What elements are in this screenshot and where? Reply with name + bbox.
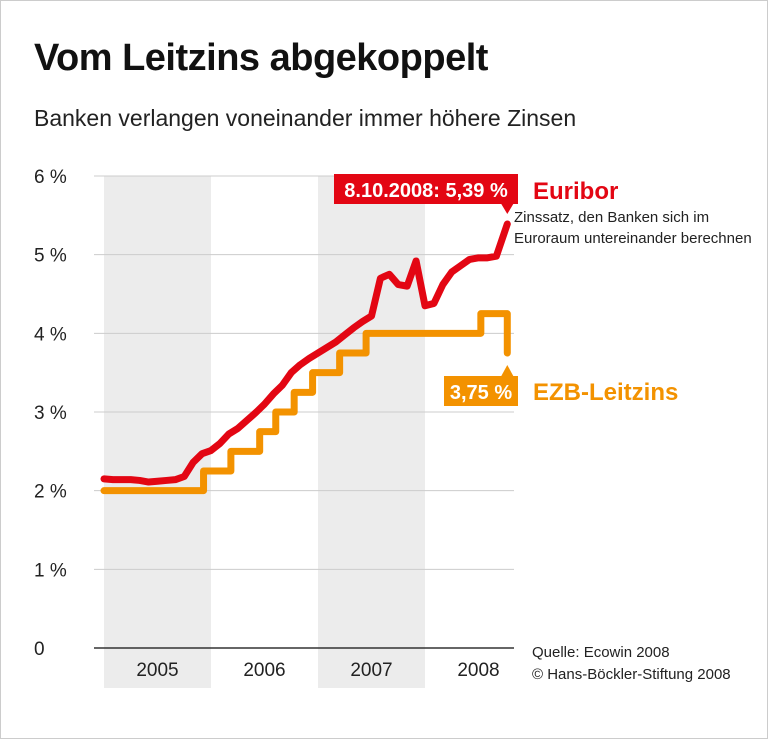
y-tick-label: 0 — [34, 639, 45, 660]
euribor-pointer — [501, 204, 514, 214]
y-tick-label: 6 % — [34, 167, 67, 188]
copyright-note: © Hans-Böckler-Stiftung 2008 — [532, 666, 731, 683]
ezb-value-label: 3,75 % — [450, 382, 512, 404]
euribor-description: Zinssatz, den Banken sich im Euroraum un… — [514, 209, 752, 247]
y-tick-label: 4 % — [34, 324, 67, 345]
euribor-value-label: 8.10.2008: 5,39 % — [344, 180, 508, 202]
y-tick-label: 3 % — [34, 403, 67, 424]
chart-title: Vom Leitzins abgekoppelt — [34, 37, 488, 79]
y-tick-label: 1 % — [34, 560, 67, 581]
shaded-band-2005 — [104, 176, 211, 688]
x-tick-label: 2008 — [457, 660, 499, 681]
shaded-band-2007 — [318, 176, 425, 688]
x-tick-label: 2005 — [136, 660, 178, 681]
x-tick-label: 2007 — [350, 660, 392, 681]
euribor-value-box — [334, 174, 518, 204]
euribor-legend: Euribor — [533, 178, 618, 205]
y-tick-label: 2 % — [34, 482, 67, 503]
ezb-pointer — [501, 365, 514, 376]
source-note: Quelle: Ecowin 2008 — [532, 644, 670, 661]
chart-subtitle: Banken verlangen voneinander immer höher… — [34, 105, 577, 131]
x-tick-label: 2006 — [243, 660, 285, 681]
y-tick-label: 5 % — [34, 246, 67, 267]
ezb-legend: EZB-Leitzins — [533, 379, 678, 406]
ezb-value-box — [444, 376, 518, 406]
series-line-0 — [100, 220, 511, 486]
